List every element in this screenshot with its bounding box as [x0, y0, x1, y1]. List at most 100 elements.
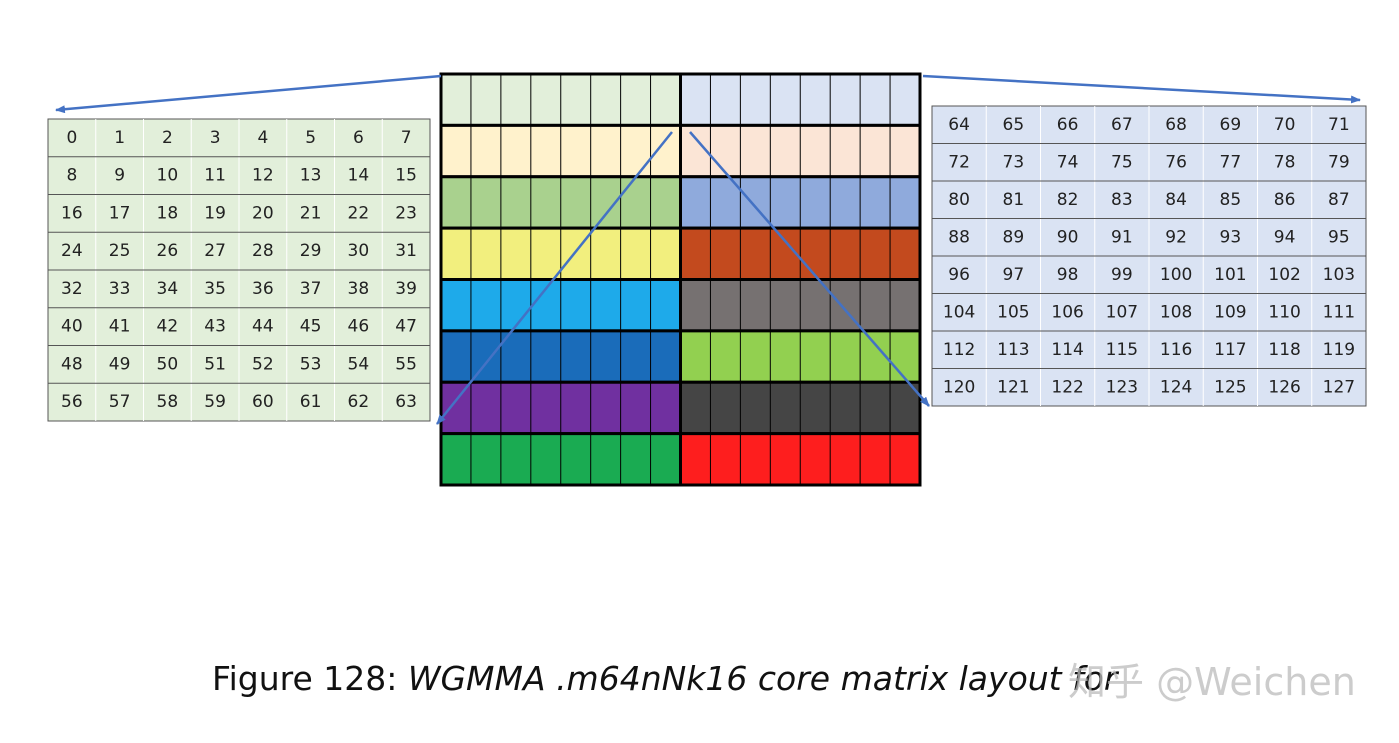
- cell: 109: [1214, 302, 1246, 322]
- cell: 43: [204, 317, 226, 337]
- cell: 78: [1274, 152, 1296, 172]
- cell: 73: [1003, 152, 1025, 172]
- cell: 111: [1323, 302, 1355, 322]
- cell: 34: [157, 279, 179, 299]
- cell: 31: [395, 241, 417, 261]
- arrow: [436, 131, 673, 425]
- cell: 97: [1003, 265, 1025, 285]
- cell: 1: [114, 128, 125, 148]
- cell: 49: [109, 354, 131, 374]
- cell: 76: [1165, 152, 1187, 172]
- cell: 11: [204, 166, 226, 186]
- cell: 22: [348, 203, 370, 223]
- cell: 77: [1220, 152, 1242, 172]
- cell: 23: [395, 203, 417, 223]
- cell: 47: [395, 317, 417, 337]
- cell: 3: [210, 128, 221, 148]
- cell: 6: [353, 128, 364, 148]
- cell: 4: [257, 128, 268, 148]
- cell: 126: [1268, 377, 1300, 397]
- cell: 58: [157, 392, 179, 412]
- cell: 27: [204, 241, 226, 261]
- cell: 101: [1214, 265, 1246, 285]
- cell: 86: [1274, 190, 1296, 210]
- cell: 81: [1003, 190, 1025, 210]
- cell: 103: [1323, 265, 1355, 285]
- cell: 91: [1111, 227, 1133, 247]
- right-table: 64 65 66 67 68 69 70 71 72 73 74 75 76 77 78 79 80 81 82 83…: [931, 105, 1367, 407]
- cell: 89: [1003, 227, 1025, 247]
- cell: 32: [61, 279, 83, 299]
- cell: 99: [1111, 265, 1133, 285]
- cell: 9: [114, 166, 125, 186]
- cell: 79: [1328, 152, 1350, 172]
- cell: 92: [1165, 227, 1187, 247]
- cell: 67: [1111, 115, 1133, 135]
- cell: 0: [66, 128, 77, 148]
- cell: 65: [1003, 115, 1025, 135]
- watermark: 知乎 @Weichen: [1068, 660, 1356, 704]
- cell: 37: [300, 279, 322, 299]
- cell: 10: [157, 166, 179, 186]
- cell: 18: [157, 203, 179, 223]
- cell: 107: [1106, 302, 1138, 322]
- cell: 20: [252, 203, 274, 223]
- cell: 60: [252, 392, 274, 412]
- cell: 61: [300, 392, 322, 412]
- cell: 26: [157, 241, 179, 261]
- cell: 40: [61, 317, 83, 337]
- cell: 14: [348, 166, 370, 186]
- cell: 44: [252, 317, 274, 337]
- arrow: [55, 74, 442, 114]
- cell: 120: [943, 377, 975, 397]
- cell: 112: [943, 340, 975, 360]
- cell: 53: [300, 354, 322, 374]
- cell: 56: [61, 392, 83, 412]
- cell: 19: [204, 203, 226, 223]
- arrows: [55, 74, 1361, 425]
- cell: 52: [252, 354, 274, 374]
- cell: 124: [1160, 377, 1192, 397]
- core-matrix-grid: [439, 72, 922, 487]
- cell: 110: [1268, 302, 1300, 322]
- arrow: [689, 131, 930, 407]
- cell: 2: [162, 128, 173, 148]
- cell: 119: [1323, 340, 1355, 360]
- cell: 17: [109, 203, 131, 223]
- cell: 95: [1328, 227, 1350, 247]
- cell: 62: [348, 392, 370, 412]
- caption-title: WGMMA .m64nNk16 core matrix layout for: [408, 659, 1120, 698]
- cell: 55: [395, 354, 417, 374]
- cell: 59: [204, 392, 226, 412]
- cell: 68: [1165, 115, 1187, 135]
- cell: 88: [948, 227, 970, 247]
- cell: 30: [348, 241, 370, 261]
- cell: 48: [61, 354, 83, 374]
- cell: 41: [109, 317, 131, 337]
- cell: 8: [66, 166, 77, 186]
- cell: 12: [252, 166, 274, 186]
- cell: 69: [1220, 115, 1242, 135]
- cell: 38: [348, 279, 370, 299]
- cell: 57: [109, 392, 131, 412]
- cell: 114: [1051, 340, 1083, 360]
- cell: 85: [1220, 190, 1242, 210]
- cell: 35: [204, 279, 226, 299]
- cell: 93: [1220, 227, 1242, 247]
- cell: 108: [1160, 302, 1192, 322]
- cell: 117: [1214, 340, 1246, 360]
- cell: 83: [1111, 190, 1133, 210]
- caption-label: Figure 128:: [212, 659, 397, 698]
- cell: 98: [1057, 265, 1079, 285]
- cell: 82: [1057, 190, 1079, 210]
- cell: 45: [300, 317, 322, 337]
- cell: 39: [395, 279, 417, 299]
- cell: 125: [1214, 377, 1246, 397]
- cell: 42: [157, 317, 179, 337]
- cell: 36: [252, 279, 274, 299]
- cell: 46: [348, 317, 370, 337]
- cell: 87: [1328, 190, 1350, 210]
